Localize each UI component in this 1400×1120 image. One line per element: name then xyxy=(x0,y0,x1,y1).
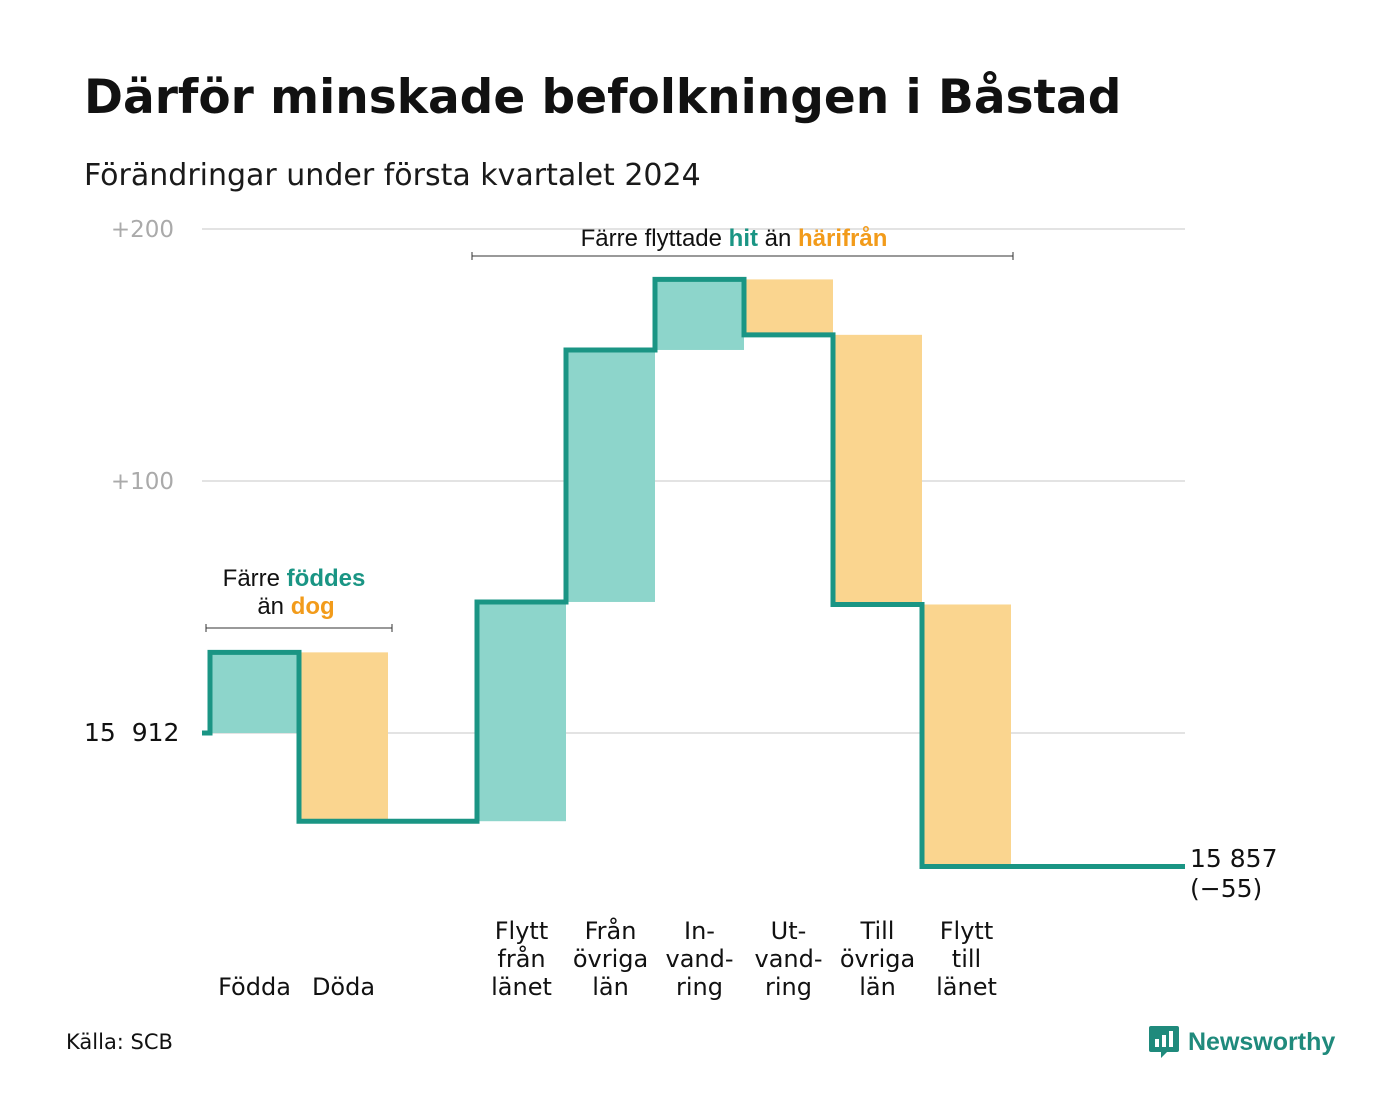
svg-text:Färre föddes: Färre föddes xyxy=(223,565,366,592)
annotation-highlight-teal: föddes xyxy=(287,565,366,592)
bar-till_ovriga_lan xyxy=(833,334,922,605)
step-line xyxy=(202,276,1185,870)
bars xyxy=(210,279,1011,867)
x-label-till_ovriga_lan: Till xyxy=(860,917,895,945)
bar-doda xyxy=(299,652,388,822)
x-labels: Födda DödaFlyttfrånlänetFrånövrigalänIn-v… xyxy=(218,916,997,1001)
end-change-label: (−55) xyxy=(1190,874,1262,903)
x-label-utvandring: ring xyxy=(765,973,812,1001)
x-label-fran_ovriga_lan: övriga xyxy=(573,945,648,973)
chart-title: Därför minskade befolkningen i Båstad xyxy=(84,70,1122,125)
newsworthy-logo-icon xyxy=(1149,1026,1179,1058)
x-label-invandring: In- xyxy=(684,917,715,945)
x-label-fran_ovriga_lan: Från xyxy=(585,916,637,945)
x-label-doda: Döda xyxy=(312,973,375,1001)
x-label-till_ovriga_lan: övriga xyxy=(840,945,915,973)
x-label-fodda: Födda xyxy=(218,973,291,1001)
bar-fran_ovriga_lan xyxy=(566,349,655,602)
annotation-highlight-teal: hit xyxy=(729,225,758,252)
x-label-fran_ovriga_lan: län xyxy=(592,973,629,1001)
start-value-label: 15 912 xyxy=(84,718,179,747)
x-label-utvandring: vand- xyxy=(754,945,822,973)
x-label-flytt_till_lanet: länet xyxy=(936,973,997,1001)
svg-text:än dog: än dog xyxy=(257,593,334,620)
brand-logo[interactable]: Newsworthy xyxy=(1148,1024,1335,1060)
source-note: Källa: SCB xyxy=(66,1030,173,1054)
y-tick-label: +100 xyxy=(111,469,174,495)
annotation-text: Färre xyxy=(223,565,287,592)
x-label-flytt_fran_lanet: från xyxy=(497,944,545,973)
bar-flytt_till_lanet xyxy=(922,604,1011,867)
bar-utvandring xyxy=(744,279,833,335)
bar-flytt_fran_lanet xyxy=(477,601,566,822)
x-label-invandring: ring xyxy=(676,973,723,1001)
annotation-text: än xyxy=(257,593,290,620)
cumulative-step-line xyxy=(202,276,1185,870)
annotation-highlight-orange: härifrån xyxy=(798,225,887,252)
x-label-till_ovriga_lan: län xyxy=(859,973,896,1001)
annotation-migration: Färre flyttade hit än härifrån xyxy=(471,225,1014,260)
x-label-flytt_till_lanet: till xyxy=(952,945,981,973)
svg-text:Färre flyttade hit än härifrån: Färre flyttade hit än härifrån xyxy=(581,225,888,252)
annotation-text: Färre flyttade xyxy=(581,225,729,252)
y-tick-label: +200 xyxy=(111,217,174,243)
brand-name: Newsworthy xyxy=(1188,1027,1336,1056)
x-label-utvandring: Ut- xyxy=(771,917,807,945)
x-label-flytt_fran_lanet: länet xyxy=(491,973,552,1001)
x-label-flytt_till_lanet: Flytt xyxy=(940,917,994,945)
annotation-highlight-orange: dog xyxy=(291,593,335,620)
annotation-text: än xyxy=(758,225,798,252)
annotation-births-deaths: Färre föddes än dog xyxy=(205,565,393,632)
x-label-invandring: vand- xyxy=(665,945,733,973)
bar-fodda xyxy=(210,652,299,733)
x-label-flytt_fran_lanet: Flytt xyxy=(495,917,549,945)
bar-invandring xyxy=(655,279,744,350)
end-value-label: 15 857 xyxy=(1190,844,1277,873)
chart-subtitle: Förändringar under första kvartalet 2024 xyxy=(84,158,701,193)
y-ticks: +100 +200 xyxy=(111,217,174,495)
